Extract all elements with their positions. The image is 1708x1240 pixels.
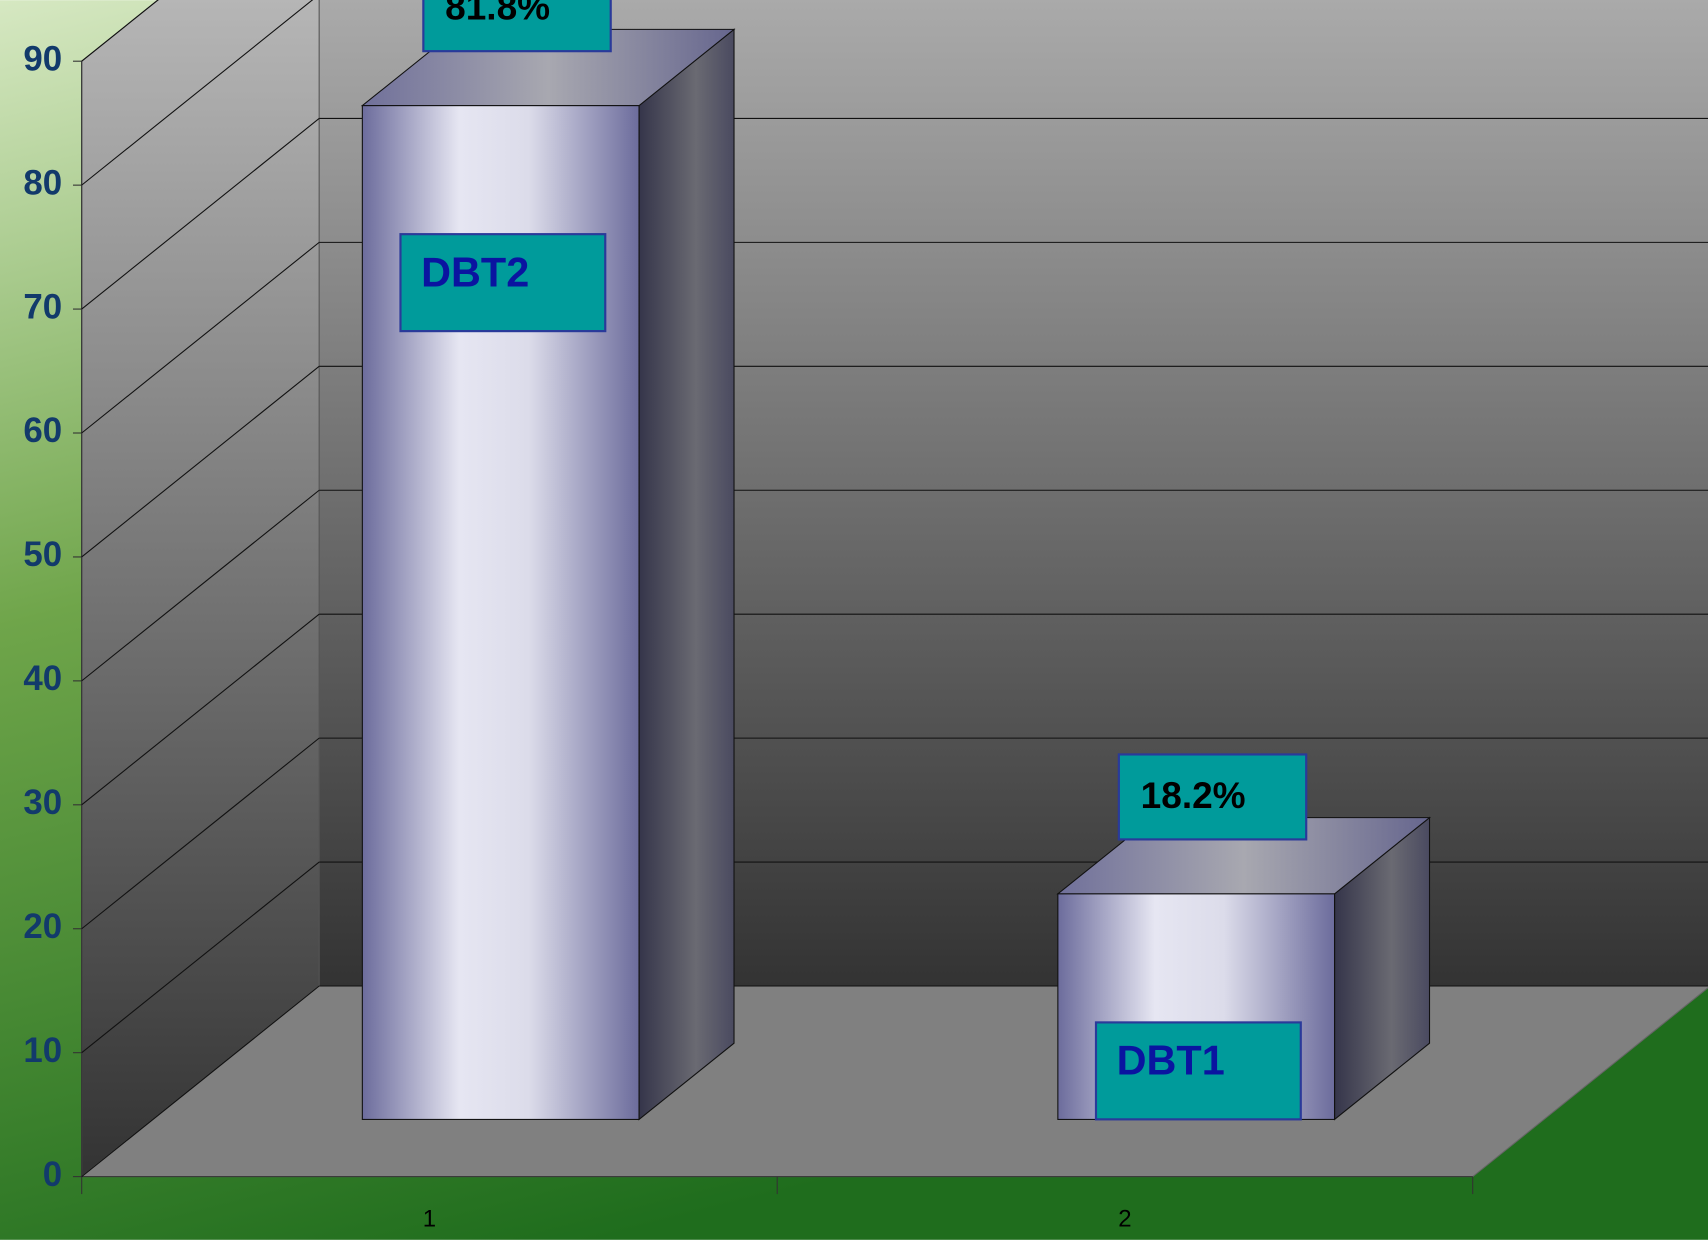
y-tick-label: 80 xyxy=(23,163,62,202)
y-tick-label: 30 xyxy=(23,783,62,822)
y-tick-label: 90 xyxy=(23,39,62,78)
grid-line xyxy=(81,0,314,186)
annotation: DBT2 xyxy=(421,250,529,296)
value-label-box xyxy=(1117,753,1308,841)
grid-line xyxy=(81,0,159,62)
y-tick-label: 10 xyxy=(23,1031,62,1070)
grid-line xyxy=(81,241,320,434)
y-tick-label: 70 xyxy=(23,287,62,326)
y-tick-label: 20 xyxy=(23,907,62,946)
x-tick-label: 1 xyxy=(423,1206,436,1233)
grid-line xyxy=(81,985,320,1178)
grid-line xyxy=(81,365,320,558)
grid-line xyxy=(81,613,320,806)
x-tick-label: 2 xyxy=(1118,1206,1131,1233)
bar-side xyxy=(638,28,735,1121)
y-tick-label: 40 xyxy=(23,659,62,698)
value-label: 81.8% xyxy=(445,0,550,28)
y-tick-label: 0 xyxy=(43,1155,62,1194)
grid-line xyxy=(81,118,320,310)
grid-line xyxy=(81,489,320,682)
y-tick-label: 50 xyxy=(23,535,62,574)
grid-line xyxy=(81,737,320,930)
annotation: DBT1 xyxy=(1117,1038,1225,1084)
grid-line xyxy=(81,861,320,1054)
floor xyxy=(80,985,1708,1178)
y-tick-label: 60 xyxy=(23,411,62,450)
annotation-box xyxy=(399,233,607,333)
side-wall xyxy=(81,0,320,1178)
value-label: 18.2% xyxy=(1141,774,1246,816)
annotation-box xyxy=(1094,1021,1302,1121)
value-label-box xyxy=(422,0,612,53)
